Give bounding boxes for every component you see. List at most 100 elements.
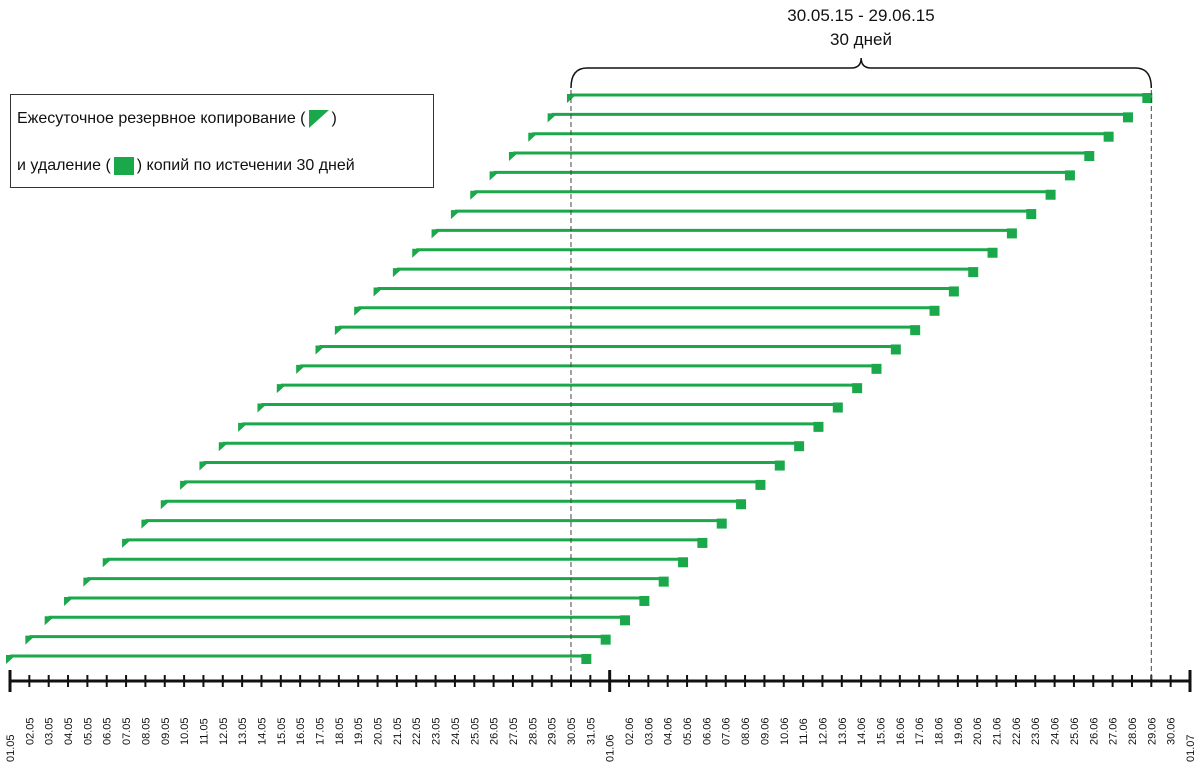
tick-label: 23.06 [1030, 717, 1042, 745]
tick-label: 07.05 [121, 717, 133, 745]
tick-label: 02.06 [624, 717, 636, 745]
tick-label: 08.06 [740, 717, 752, 745]
tick-label: 22.06 [1011, 717, 1023, 745]
backup-marker [25, 635, 36, 645]
delete-marker [871, 363, 882, 374]
tick-label: 13.05 [237, 717, 249, 745]
tick-label: 10.05 [179, 717, 191, 745]
tick-label: 12.05 [218, 717, 230, 745]
legend-row: и удаление ( ) копий по истечении 30 дне… [17, 142, 427, 189]
backup-marker [354, 306, 365, 316]
tick-label: 15.06 [875, 717, 887, 745]
backup-marker [44, 616, 55, 626]
delete-marker [1006, 228, 1017, 239]
delete-icon [113, 156, 134, 175]
tick-label: 16.06 [895, 717, 907, 745]
backup-marker [6, 655, 16, 664]
tick-label: 20.05 [373, 717, 385, 745]
backup-marker [122, 538, 133, 548]
delete-marker [1142, 93, 1153, 103]
delete-marker [1045, 189, 1056, 200]
delete-marker [813, 421, 824, 432]
tick-label: 17.06 [914, 717, 926, 745]
tick-label: 21.06 [992, 717, 1004, 745]
legend-text: и удаление ( [17, 156, 111, 174]
tick-label: 22.05 [411, 717, 423, 745]
tick-label: 26.06 [1088, 717, 1100, 745]
legend: Ежесуточное резервное копирование ( ) и … [10, 94, 434, 188]
delete-marker [736, 499, 747, 510]
backup-marker [64, 596, 75, 606]
backup-marker [392, 268, 403, 278]
backup-marker [489, 171, 500, 181]
delete-marker [639, 595, 650, 606]
tick-label: 30.06 [1166, 717, 1178, 745]
tick-label: 04.05 [63, 717, 75, 745]
tick-label: 18.05 [334, 717, 346, 745]
backup-marker [334, 326, 345, 336]
tick-label: 09.05 [160, 717, 172, 745]
tick-label: 06.06 [701, 717, 713, 745]
delete-marker [832, 402, 843, 413]
tick-label: 27.06 [1108, 717, 1120, 745]
legend-text: ) копий по истечении 30 дней [136, 156, 355, 174]
delete-marker [620, 615, 631, 626]
backup-marker [238, 422, 249, 432]
tick-label: 03.05 [44, 717, 56, 745]
delete-marker [600, 634, 611, 645]
delete-marker [929, 305, 940, 316]
delete-marker [581, 654, 592, 664]
tick-label: 11.05 [198, 718, 210, 745]
tick-label: 26.05 [489, 717, 501, 745]
tick-label: 20.06 [972, 717, 984, 745]
backup-marker [470, 190, 481, 200]
delete-marker [852, 383, 863, 394]
legend-text: ) [331, 109, 337, 127]
delete-marker [1064, 170, 1075, 181]
tick-label: 05.06 [682, 717, 694, 745]
tick-label: 24.05 [450, 717, 462, 745]
delete-marker [1122, 112, 1133, 123]
delete-marker [774, 460, 785, 471]
tick-label: 09.06 [759, 717, 771, 745]
tick-label: 05.05 [82, 717, 94, 745]
tick-label: 19.05 [353, 717, 365, 745]
tick-label: 18.06 [934, 717, 946, 745]
backup-marker [373, 287, 384, 297]
tick-label: 01.05 [5, 734, 17, 762]
delete-marker [948, 286, 959, 297]
tick-label: 02.05 [24, 717, 36, 745]
tick-label: 28.06 [1127, 717, 1139, 745]
delete-marker [716, 518, 727, 529]
tick-label: 23.05 [431, 717, 443, 745]
delete-marker [755, 479, 766, 490]
tick-label: 25.05 [469, 717, 481, 745]
tick-label: 24.06 [1050, 717, 1062, 745]
tick-label: 17.05 [315, 717, 327, 745]
backup-marker [199, 461, 210, 471]
backup-marker [83, 577, 94, 587]
delete-marker [890, 344, 901, 355]
tick-label: 14.06 [856, 717, 868, 745]
delete-marker [1103, 131, 1114, 142]
backup-marker [315, 345, 326, 355]
tick-label: 21.05 [392, 717, 404, 745]
backup-marker [296, 364, 307, 374]
backup-marker [257, 403, 268, 413]
backup-marker [218, 442, 229, 452]
backup-marker [180, 480, 191, 490]
tick-label: 29.06 [1146, 717, 1158, 745]
tick-label: 27.05 [508, 717, 520, 745]
tick-label: 28.05 [527, 717, 539, 745]
delete-marker [794, 441, 805, 452]
legend-row: Ежесуточное резервное копирование ( ) [17, 95, 427, 142]
tick-label: 01.07 [1185, 734, 1197, 762]
tick-label: 01.06 [605, 734, 617, 762]
tick-label: 03.06 [643, 717, 655, 745]
backup-marker [141, 519, 152, 529]
backup-icon [308, 109, 329, 128]
tick-label: 06.05 [102, 717, 114, 745]
backup-marker [508, 152, 519, 162]
